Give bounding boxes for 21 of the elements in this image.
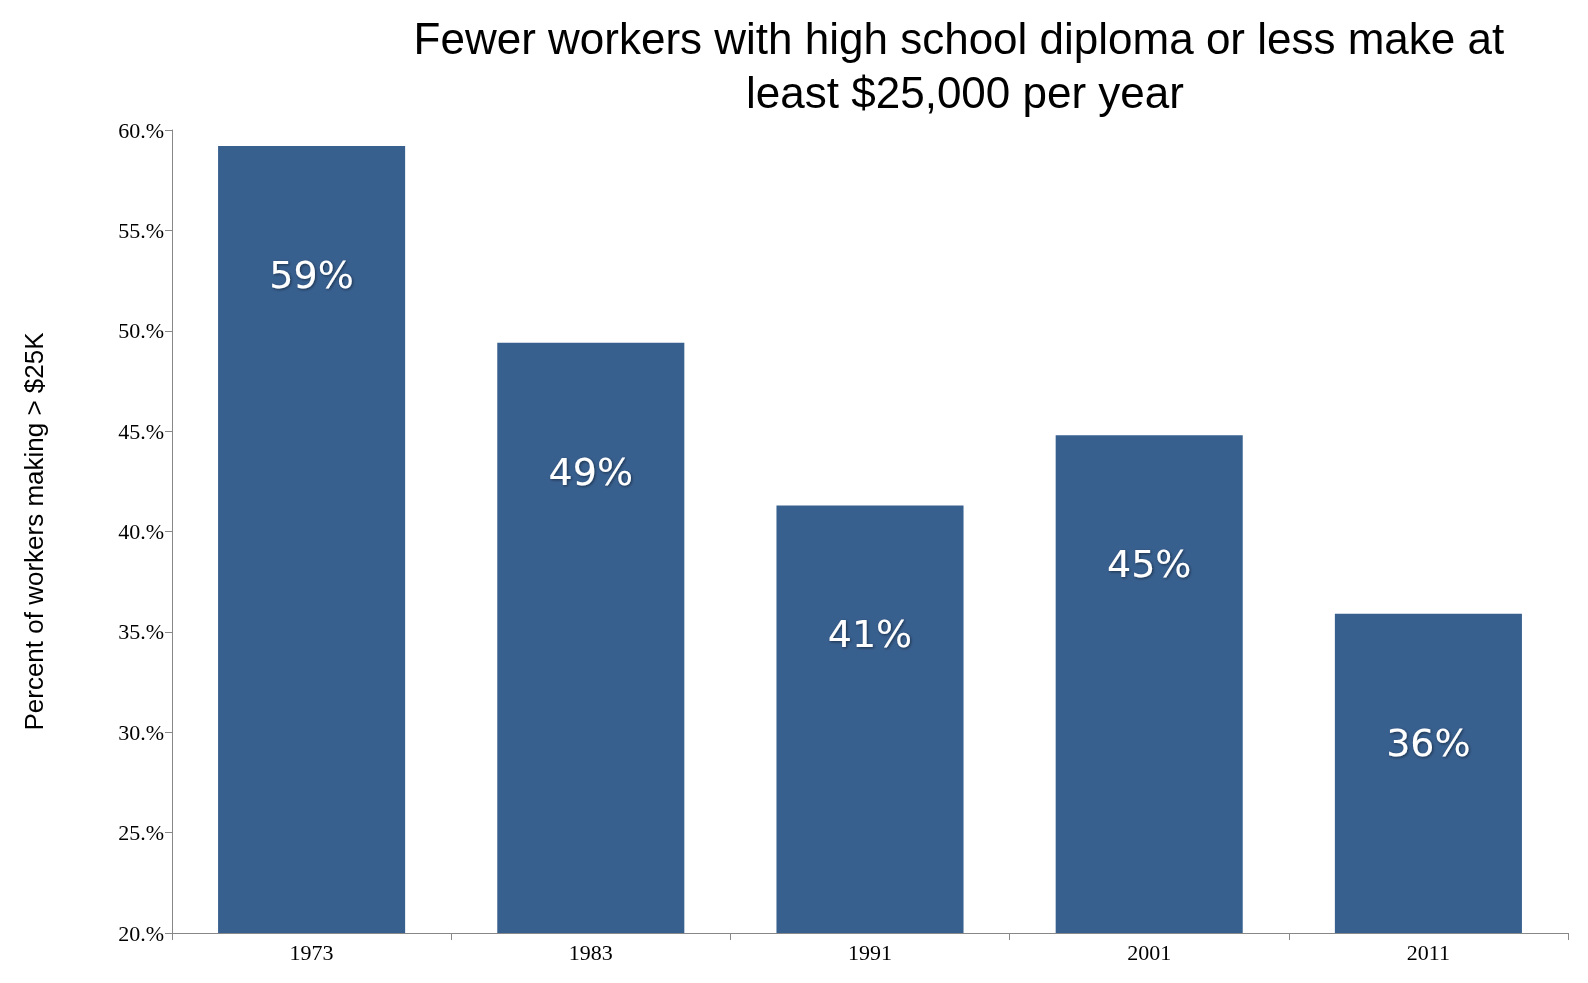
data-label: 45%	[1106, 542, 1192, 587]
y-tick-label: 60.%	[118, 117, 164, 143]
y-tick-label: 50.%	[118, 318, 164, 344]
y-tick-label: 20.%	[118, 920, 164, 946]
x-tick-label: 2001	[1127, 939, 1172, 965]
y-axis-title: Percent of workers making > $25K	[19, 331, 49, 731]
data-label: 59%	[269, 253, 354, 298]
y-tick-label: 40.%	[118, 519, 164, 544]
y-tick-label: 45.%	[118, 418, 164, 444]
chart-title: Fewer workers with high school diploma or less make at least $25,000 per year	[413, 13, 1517, 117]
data-label: 49%	[548, 449, 634, 494]
data-label: 36%	[1386, 720, 1471, 765]
y-tick-label: 55.%	[118, 217, 164, 243]
y-tick-label: 30.%	[118, 719, 164, 745]
x-tick-label: 1991	[848, 939, 892, 965]
y-tick-label: 25.%	[118, 820, 164, 846]
y-tick-label: 35.%	[118, 619, 164, 645]
x-tick-label: 1973	[289, 939, 334, 965]
x-tick-label: 2011	[1406, 939, 1450, 965]
x-tick-label: 1983	[568, 939, 613, 965]
data-label: 41%	[827, 612, 913, 657]
